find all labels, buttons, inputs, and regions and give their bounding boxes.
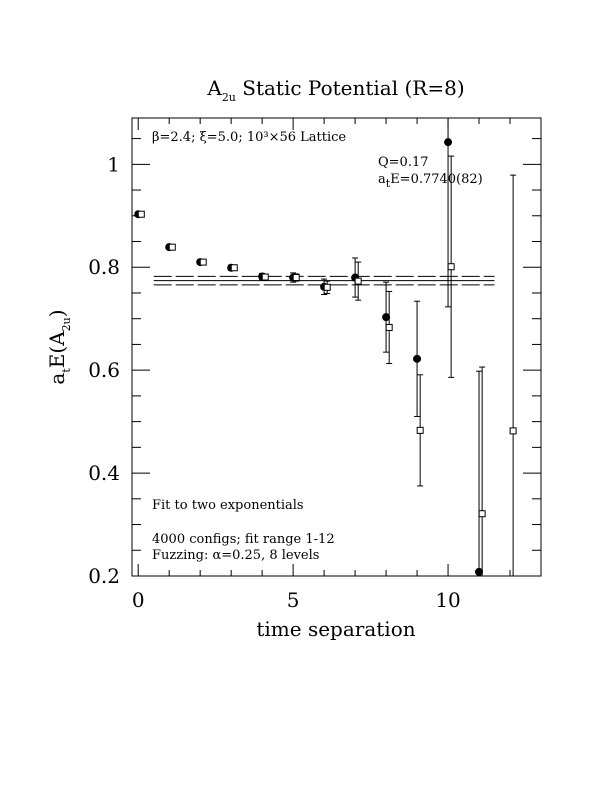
lattice-annotation: β=2.4; ξ=5.0; 10³×56 Lattice xyxy=(152,130,346,145)
data-point-circle xyxy=(444,138,453,147)
data-point-square xyxy=(168,243,176,251)
configs-annotation: 4000 configs; fit range 1-12 xyxy=(152,532,335,547)
q-annotation: Q=0.17 xyxy=(378,155,429,170)
data-point-square xyxy=(447,263,455,271)
y-tick-label: 1 xyxy=(107,152,120,176)
y-tick-label: 0.8 xyxy=(88,255,120,279)
x-tick-label: 0 xyxy=(132,588,145,612)
data-point-square xyxy=(354,277,362,285)
y-axis-title: atE(A2u) xyxy=(45,309,73,384)
data-point-square xyxy=(478,510,486,518)
x-axis-title: time separation xyxy=(256,617,415,641)
y-tick-label: 0.6 xyxy=(88,358,120,382)
y-tick-label: 0.4 xyxy=(88,461,120,485)
data-point-circle xyxy=(413,354,422,363)
fit-annotation: Fit to two exponentials xyxy=(152,498,304,513)
data-point-square xyxy=(385,323,393,331)
data-point-square xyxy=(137,210,145,218)
data-point-square xyxy=(199,258,207,266)
data-point-square xyxy=(416,426,424,434)
data-point-circle xyxy=(382,313,391,322)
data-point-circle xyxy=(475,567,484,576)
data-points xyxy=(134,117,517,577)
chart-title: A2u Static Potential (R=8) xyxy=(206,76,464,104)
data-point-square xyxy=(509,427,517,435)
plot-frame xyxy=(131,117,542,577)
x-tick-label: 10 xyxy=(435,588,460,612)
data-point-square xyxy=(292,274,300,282)
fuzzing-annotation: Fuzzing: α=0.25, 8 levels xyxy=(152,548,319,563)
y-tick-label: 0.2 xyxy=(88,564,120,588)
data-point-square xyxy=(230,264,238,272)
energy-annotation: atE=0.7740(82) xyxy=(378,172,483,190)
data-point-square xyxy=(323,283,331,291)
x-tick-label: 5 xyxy=(287,588,300,612)
data-point-square xyxy=(261,273,269,281)
